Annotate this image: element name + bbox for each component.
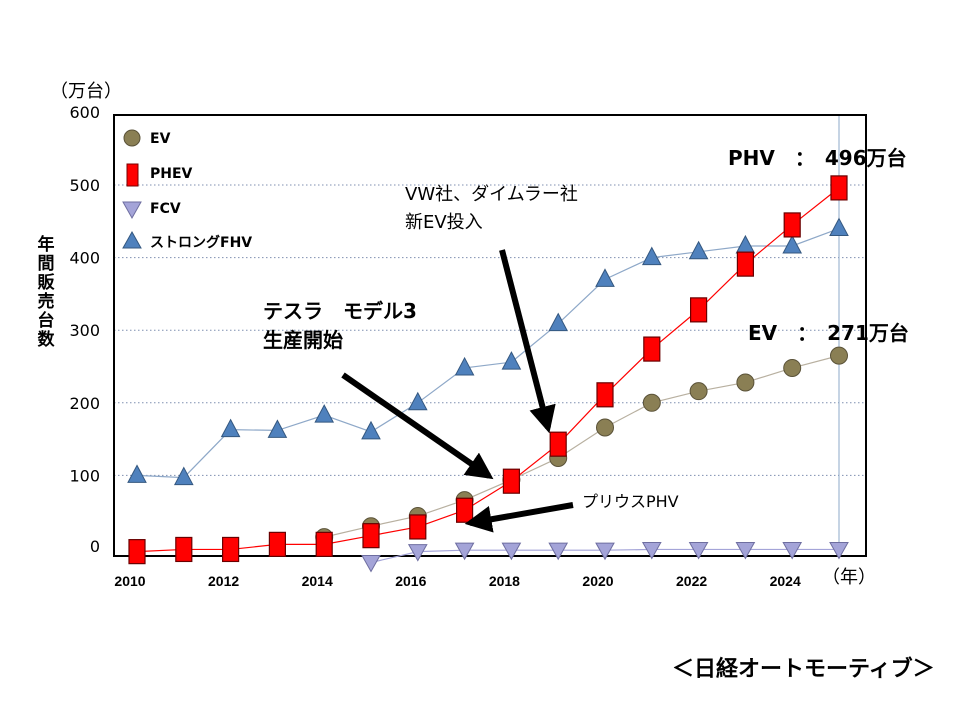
data-point-rect [222,536,240,563]
data-point-triangle-up [361,420,381,440]
y-tick-label: 0 [90,537,100,556]
y-tick-label: 200 [69,394,100,413]
x-tick-label: 2018 [489,573,520,589]
data-point-triangle-up [782,234,803,254]
y-axis-label-char: 台 [38,310,55,331]
data-point-rect [268,531,286,557]
series-line-rect [136,187,840,553]
data-point-rect [830,175,848,201]
legend-phev-marker [126,163,139,187]
data-point-rect [175,536,193,563]
legend-fcv-label: FCV [150,201,181,217]
data-point-rect [362,523,380,549]
data-point-circle [830,346,848,365]
data-point-circle [689,382,708,401]
x-tick-label: 2020 [582,573,613,589]
y-axis-label-char: 数 [38,329,56,350]
data-point-triangle-up [688,240,709,260]
x-tick-label: 2024 [770,573,801,589]
x-tick-label: 2014 [302,573,333,589]
arrow-prius [464,502,574,533]
annotation-tesla-line1: テスラ モデル3 [263,299,417,323]
legend-fcv-marker [122,201,142,220]
annotation-ev-total: EV ： 271万台 [748,321,909,345]
data-point-circle [783,358,802,377]
legend-ev-marker [123,129,141,147]
y-tick-label: 400 [69,249,100,268]
legend-phev-label: PHEV [150,166,193,182]
data-point-rect [456,497,474,523]
source-label: ＜日経オートモーティブ＞ [672,656,935,682]
data-point-rect [315,531,333,557]
legend-ev-label: EV [150,131,171,147]
y-axis-label-char: 売 [38,291,55,312]
annotation-tesla-line2: 生産開始 [263,328,343,352]
arrow-tesla [341,372,494,480]
data-point-triangle-up [548,312,569,332]
y-tick-label: 500 [69,176,100,195]
data-point-circle [736,373,755,392]
data-point-triangle-up [454,356,475,376]
annotation-phv-total: PHV ： 496万台 [728,146,907,170]
arrow-vw [499,249,556,434]
data-point-triangle-down [454,542,475,561]
data-point-rect [689,297,708,323]
data-point-triangle-down [829,541,849,560]
data-point-triangle-down [501,542,522,561]
data-point-triangle-up [267,419,288,438]
data-point-triangle-down [641,541,662,560]
annotation-prius: プリウスPHV [582,492,679,511]
annotation-vw-line2: 新EV投入 [405,212,483,233]
data-point-triangle-up [829,217,849,237]
axes: 600 500 400 300 200 100 0 2010 2012 2014 2016 2018 2… [69,103,867,589]
y-tick-label: 100 [69,466,100,485]
data-point-triangle-up [501,351,522,370]
data-point-circle [596,418,614,437]
series [127,175,849,573]
plot-frame [113,114,867,557]
x-tick-label: 2022 [676,573,707,589]
data-point-triangle-down [688,541,709,560]
y-tick-label: 600 [69,103,100,122]
data-point-triangle-up [127,464,147,483]
data-point-rect [596,382,614,408]
y-axis-label-char: 間 [38,254,55,274]
data-point-triangle-down [782,541,803,560]
data-point-triangle-up [173,466,194,486]
series-line-triangle-up [136,227,840,479]
legend: EV PHEV FCV ストロングFHV [122,129,252,251]
data-point-rect [736,251,755,277]
y-axis-label-char: 年 [38,234,55,255]
data-point-circle [642,393,661,412]
data-point-rect [128,539,146,565]
legend-fhv-label: ストロングFHV [150,234,252,251]
data-point-triangle-down [548,542,569,561]
data-point-rect [783,212,801,238]
data-point-triangle-up [735,234,756,254]
data-point-rect [409,514,427,540]
data-point-triangle-up [314,404,335,423]
data-point-triangle-up [220,418,241,438]
y-axis-label-char: 販 [38,272,56,293]
data-point-triangle-down [361,555,381,573]
data-point-rect [502,468,520,494]
data-point-triangle-up [407,391,428,411]
data-point-triangle-up [641,246,662,266]
data-point-rect [643,336,661,362]
data-point-triangle-down [735,541,756,560]
data-point-triangle-down [407,544,428,562]
data-point-triangle-down [595,542,615,561]
legend-fhv-marker [122,230,142,249]
x-unit-label: （年） [822,567,876,588]
x-tick-label: 2010 [114,573,145,589]
annotation-vw-line1: VW社、ダイムラー社 [405,184,578,205]
x-tick-label: 2016 [395,573,426,589]
data-point-triangle-up [595,268,615,287]
y-tick-label: 300 [69,321,100,340]
x-tick-label: 2012 [208,573,239,589]
y-unit-label: （万台） [50,81,122,102]
data-point-rect [549,431,567,457]
